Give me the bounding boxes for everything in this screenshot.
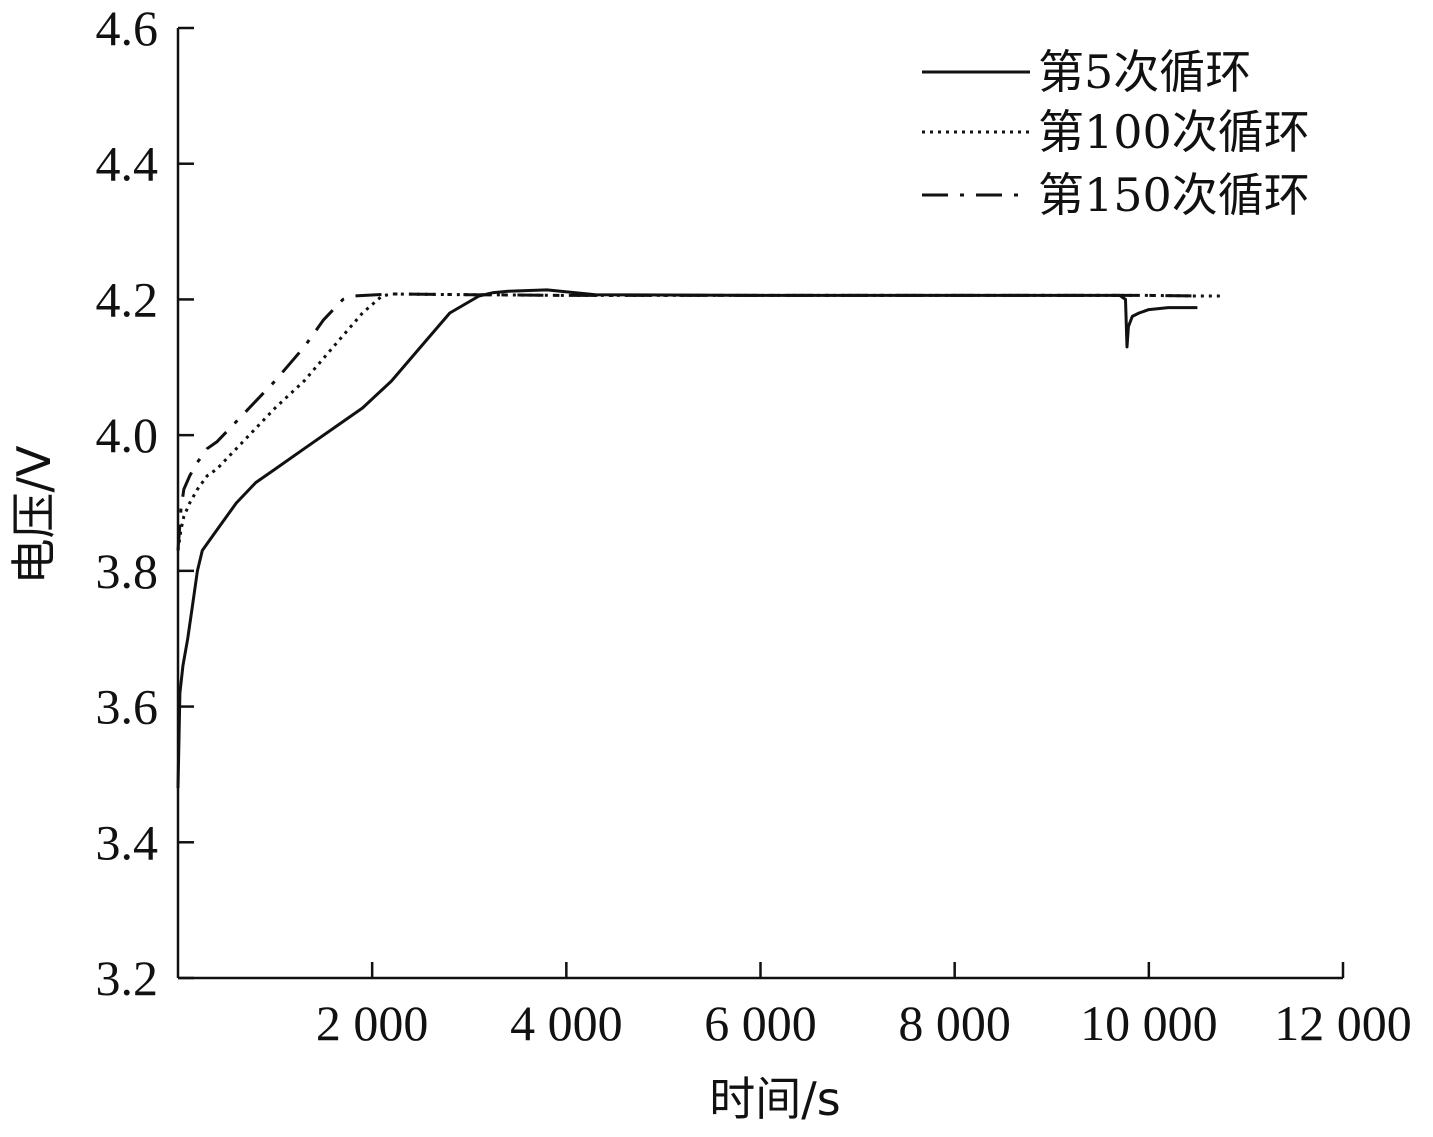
y-tick-label: 3.6 (96, 679, 159, 735)
series-line-1 (176, 288, 1198, 789)
x-tick-label: 12 000 (1274, 995, 1412, 1051)
x-tick-label: 10 000 (1080, 995, 1218, 1051)
x-axis-title: 时间/s (709, 1072, 840, 1126)
y-tick-label: 4.0 (96, 407, 159, 463)
legend-label-2: 第100次循环 (1038, 105, 1310, 159)
x-tick-label: 2 000 (316, 995, 429, 1051)
x-tick-label: 4 000 (510, 995, 623, 1051)
series-line-2 (176, 292, 1222, 551)
legend-label-1: 第5次循环 (1038, 45, 1251, 99)
x-tick-label: 6 000 (704, 995, 817, 1051)
x-ticks: 2 000 4 000 6 000 8 000 10 000 12 000 (316, 962, 1412, 1051)
y-ticks: 3.2 3.4 3.6 3.8 4.0 4.2 4.4 4.6 (96, 0, 194, 1006)
y-tick-label: 3.2 (96, 950, 159, 1006)
y-tick-label: 4.2 (96, 271, 159, 327)
legend-label-3: 第150次循环 (1038, 168, 1310, 222)
y-axis-title: 电压/V (7, 445, 61, 584)
y-tick-label: 3.4 (96, 814, 159, 870)
y-tick-label: 3.8 (96, 543, 159, 599)
series-line-3 (176, 292, 1198, 551)
series-layer (176, 288, 1222, 789)
x-tick-label: 8 000 (898, 995, 1011, 1051)
y-tick-label: 4.6 (96, 0, 159, 56)
y-tick-label: 4.4 (96, 136, 159, 192)
